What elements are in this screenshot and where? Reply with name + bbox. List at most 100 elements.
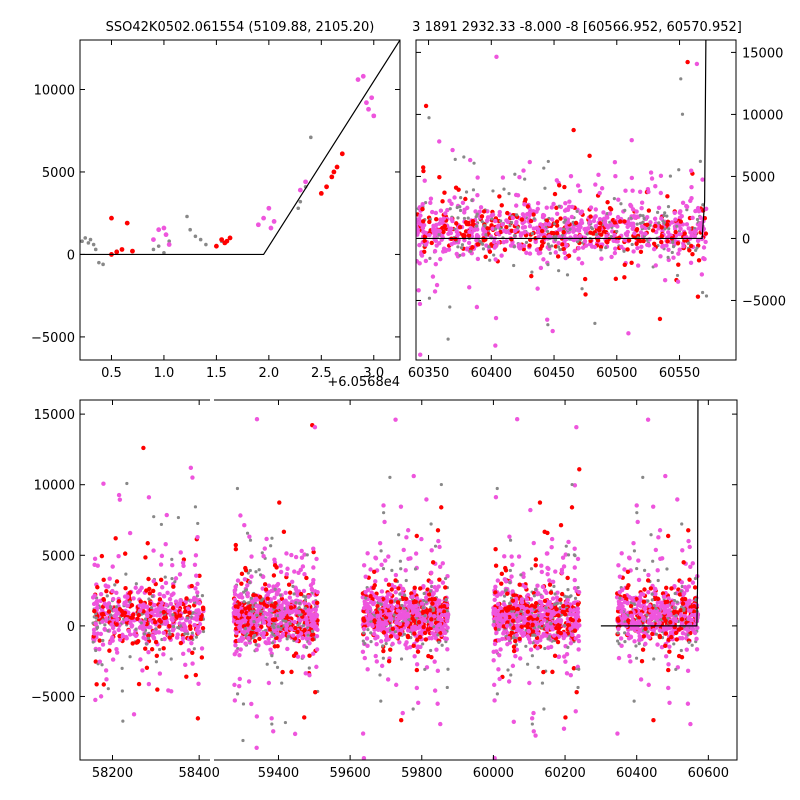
data-point: [552, 584, 556, 588]
data-point: [524, 597, 530, 602]
data-point: [698, 215, 703, 220]
data-point: [641, 238, 646, 244]
data-point: [255, 613, 259, 617]
data-point: [502, 554, 507, 559]
data-point: [553, 569, 558, 574]
data-point: [407, 600, 413, 606]
data-point: [198, 616, 204, 622]
data-point: [459, 196, 463, 200]
data-point: [521, 168, 526, 173]
data-point: [270, 722, 274, 726]
data-point: [593, 321, 597, 325]
data-point: [677, 231, 682, 237]
data-point: [125, 481, 129, 486]
data-point: [200, 625, 206, 631]
data-point: [666, 667, 671, 673]
data-point: [472, 161, 476, 165]
pink-point: [156, 227, 162, 233]
gray-point: [204, 242, 208, 247]
data-point: [681, 244, 686, 249]
data-point: [565, 575, 570, 581]
data-point: [538, 222, 543, 227]
data-point: [612, 220, 617, 225]
data-point: [662, 277, 668, 283]
data-point: [500, 222, 505, 227]
data-point: [98, 631, 104, 637]
data-point: [360, 731, 366, 736]
data-point: [432, 688, 438, 693]
data-point: [539, 239, 545, 244]
data-point: [505, 210, 510, 216]
data-point: [426, 592, 432, 597]
data-point: [437, 221, 442, 226]
data-point: [126, 628, 131, 634]
data-point: [564, 671, 570, 676]
data-point: [183, 632, 187, 636]
data-point: [423, 637, 429, 642]
data-point: [474, 215, 478, 219]
data-point: [515, 193, 521, 198]
data-point: [293, 554, 299, 560]
data-point: [613, 276, 619, 282]
data-point: [94, 616, 98, 620]
data-point: [443, 585, 448, 590]
data-point: [567, 611, 573, 617]
data-point: [537, 625, 541, 629]
data-point: [505, 641, 510, 647]
data-point: [238, 513, 243, 518]
data-point: [546, 263, 550, 267]
data-point: [529, 567, 534, 571]
data-point: [232, 588, 237, 593]
data-point: [527, 251, 533, 256]
data-point: [146, 495, 152, 500]
data-point: [540, 681, 545, 685]
data-point: [559, 591, 565, 597]
data-point: [462, 207, 467, 213]
data-point: [281, 619, 285, 623]
data-point: [373, 555, 378, 560]
data-point: [525, 609, 531, 614]
data-point: [634, 209, 639, 214]
data-point: [161, 630, 166, 636]
data-point: [266, 680, 272, 686]
data-point: [174, 635, 180, 640]
data-point: [535, 631, 541, 636]
data-point: [114, 622, 119, 627]
data-point: [422, 238, 427, 244]
data-point: [101, 638, 105, 643]
data-point: [287, 609, 292, 615]
data-point: [612, 160, 618, 165]
data-point: [199, 655, 205, 660]
data-point: [437, 228, 442, 234]
data-point: [690, 561, 695, 566]
data-point: [114, 646, 119, 652]
data-point: [157, 591, 162, 597]
data-point: [429, 580, 434, 585]
data-point: [262, 610, 268, 616]
data-point: [538, 265, 544, 271]
data-point: [494, 630, 499, 636]
data-point: [111, 596, 116, 602]
data-point: [271, 584, 276, 589]
data-point: [432, 289, 438, 294]
data-point: [470, 198, 474, 202]
data-point: [393, 572, 399, 578]
data-point: [495, 486, 499, 491]
data-point: [266, 636, 271, 642]
data-point: [286, 634, 291, 638]
data-point: [413, 551, 419, 556]
data-point: [401, 547, 406, 553]
data-point: [524, 240, 529, 245]
data-point: [192, 622, 197, 628]
data-point: [529, 273, 534, 279]
data-point: [575, 606, 581, 611]
data-point: [368, 567, 373, 572]
data-point: [237, 652, 242, 658]
data-point: [169, 657, 173, 661]
data-point: [408, 645, 413, 650]
data-point: [145, 541, 150, 546]
data-point: [528, 507, 533, 513]
data-point: [561, 233, 565, 237]
recent-ytick-label: −5000: [742, 294, 786, 309]
data-point: [287, 595, 293, 600]
